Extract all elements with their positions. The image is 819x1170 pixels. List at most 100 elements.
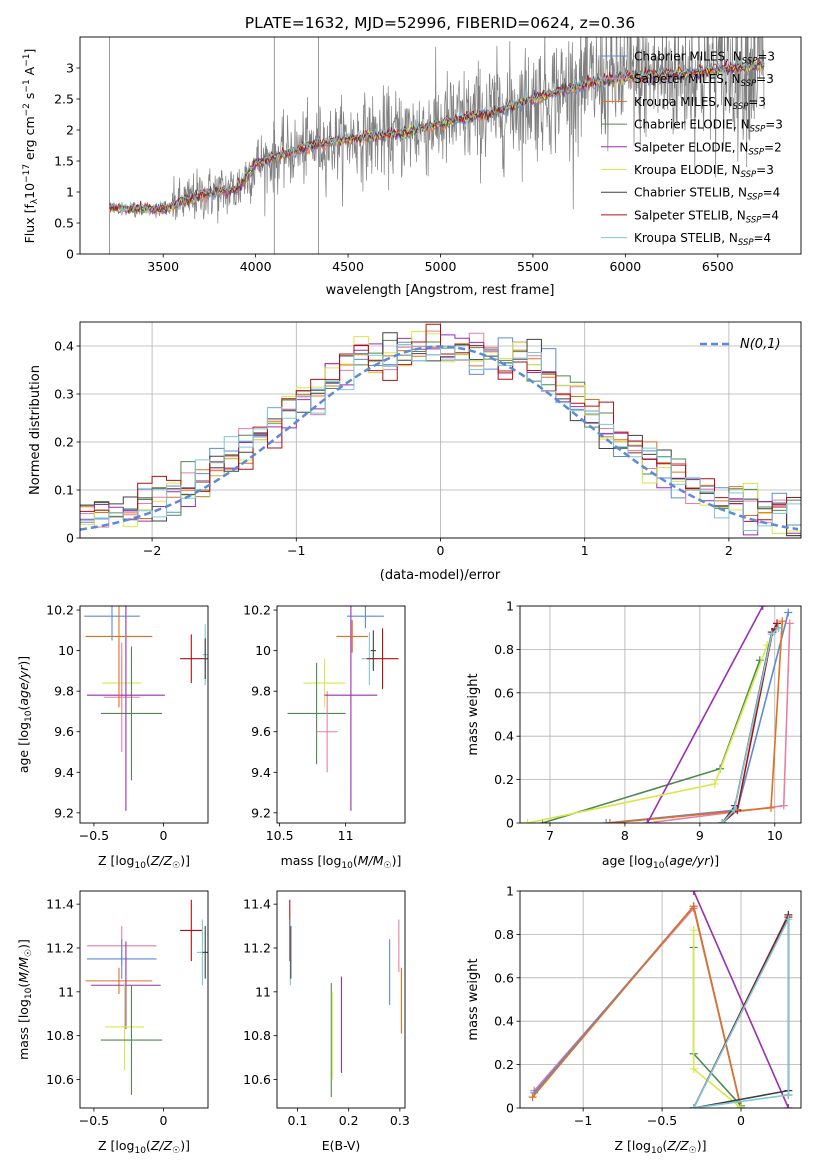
- y-tick-label: 11: [255, 984, 271, 999]
- y-tick-label: 0.1: [54, 483, 74, 498]
- error-point: [316, 691, 338, 773]
- label-part: )]: [180, 853, 190, 868]
- x-tick-label: 4500: [332, 259, 364, 274]
- weight-series: [523, 641, 772, 823]
- x-tick-label: 0.2: [339, 1113, 359, 1128]
- weight-line: [606, 612, 790, 823]
- label-part: −17: [22, 164, 32, 183]
- label-part: Z/Z: [150, 1138, 173, 1153]
- legend-label: Salpeter MILES, NSSP=3: [634, 72, 774, 89]
- label-part: Flux [f: [22, 204, 37, 244]
- weight-line: [527, 644, 769, 823]
- plot-area: [85, 899, 208, 1095]
- label-part: (: [662, 1138, 667, 1153]
- label-part: M/M: [358, 853, 384, 868]
- y-tick-label: 0.4: [494, 1014, 514, 1029]
- x-tick-label: 5000: [425, 259, 457, 274]
- label-part: =3: [756, 72, 774, 86]
- x-tick-label: 0.1: [288, 1113, 308, 1128]
- label-part: ☉: [24, 949, 34, 957]
- label-part: 10: [22, 183, 37, 199]
- label-part: ☉: [689, 1146, 697, 1156]
- error-point: [287, 662, 346, 765]
- label-part: =4: [763, 186, 781, 200]
- weight-marker: [689, 891, 698, 895]
- y-tick-label: 0.6: [494, 685, 514, 700]
- y-axis-label: Flux [fλ10−17 erg cm−2 s−1 A−1]: [22, 49, 40, 244]
- y-tick-label: 9.8: [251, 684, 271, 699]
- y-tick-label: 9.4: [54, 765, 74, 780]
- y-tick-label: 0: [506, 1101, 514, 1116]
- legend-label: Kroupa MILES, NSSP=3: [634, 95, 766, 112]
- label-part: SSP: [741, 79, 757, 89]
- y-axis-label: Normed distribution: [28, 365, 43, 495]
- y-tick-label: 0: [66, 247, 74, 262]
- y-tick-label: 1: [506, 884, 514, 899]
- label-part: 10: [653, 861, 665, 871]
- label-part: Chabrier STELIB, N: [634, 186, 747, 200]
- y-tick-label: 0.8: [494, 642, 514, 657]
- y-axis-label: mass [log10(M/M☉)]: [16, 939, 34, 1060]
- y-tick-label: 11.4: [46, 897, 74, 912]
- y-tick-label: 10.2: [46, 603, 74, 618]
- x-tick-label: 8: [621, 828, 629, 843]
- weight-line: [692, 918, 790, 1108]
- weight-marker: [605, 819, 614, 823]
- label-part: SSP: [750, 125, 766, 135]
- label-part: Salpeter STELIB, N: [634, 208, 746, 222]
- label-part: mass [log: [281, 853, 342, 868]
- weight-line: [721, 622, 778, 823]
- chart-residuals: −2 −1 0 1 2 0 0.1 0.2 0.3 0.4 (data-model)/error No…: [28, 321, 802, 583]
- label-part: (: [353, 853, 358, 868]
- label-part: −1: [22, 79, 32, 92]
- y-axis-label: mass weight: [466, 673, 481, 755]
- label-part: age [log: [16, 722, 31, 773]
- x-axis-label: Z [log10(Z/Z☉)]: [98, 853, 190, 871]
- plot-area: [80, 323, 801, 537]
- weight-line: [692, 891, 790, 1108]
- error-point: [370, 630, 376, 671]
- label-part: )]: [180, 1138, 190, 1153]
- weight-marker: [773, 619, 782, 628]
- x-tick-label: −1: [574, 1113, 592, 1128]
- weight-series: [605, 617, 787, 823]
- label-part: s: [22, 93, 37, 104]
- y-tick-label: 1: [66, 185, 74, 200]
- legend-label: N(0,1): [740, 337, 781, 352]
- weight-marker: [784, 915, 793, 924]
- model-line: [109, 58, 765, 214]
- x-axis-label: Z [log10(Z/Z☉)]: [615, 1138, 707, 1156]
- label-part: =4: [754, 231, 772, 245]
- y-tick-label: 3: [66, 61, 74, 76]
- chart-mass_vs_ebv: 0.1 0.2 0.3 10.6 10.8 11 11.2 11.4 E(B-V): [243, 890, 410, 1153]
- y-tick-label: 10.6: [243, 1072, 271, 1087]
- axes-frame: [519, 890, 802, 1109]
- weight-marker: [767, 630, 776, 639]
- plot-area: [287, 606, 399, 811]
- weight-line: [532, 904, 742, 1108]
- label-part: Salpeter MILES, N: [634, 72, 741, 86]
- error-point: [103, 642, 140, 753]
- y-tick-label: 11.2: [243, 940, 271, 955]
- x-tick-label: 9: [696, 828, 704, 843]
- label-part: Kroupa MILES, N: [634, 95, 733, 109]
- y-tick-label: 10: [255, 643, 271, 658]
- weight-marker: [528, 1093, 537, 1102]
- label-part: 10: [134, 1146, 146, 1156]
- label-part: )]: [16, 656, 31, 666]
- label-part: Kroupa STELIB, N: [634, 231, 738, 245]
- model-line: [109, 58, 765, 212]
- x-tick-label: 3500: [147, 259, 179, 274]
- x-tick-label: 6500: [702, 259, 734, 274]
- error-point: [85, 967, 153, 995]
- plot-area: [289, 899, 402, 1098]
- y-tick-label: 9.2: [251, 805, 271, 820]
- y-tick-label: 9.4: [251, 765, 271, 780]
- label-part: age [log: [602, 853, 653, 868]
- x-tick-label: −0.5: [647, 1113, 677, 1128]
- x-tick-label: 0: [737, 1113, 745, 1128]
- x-tick-label: −0.5: [79, 828, 109, 843]
- error-point: [202, 926, 208, 979]
- axes-frame: [276, 605, 406, 824]
